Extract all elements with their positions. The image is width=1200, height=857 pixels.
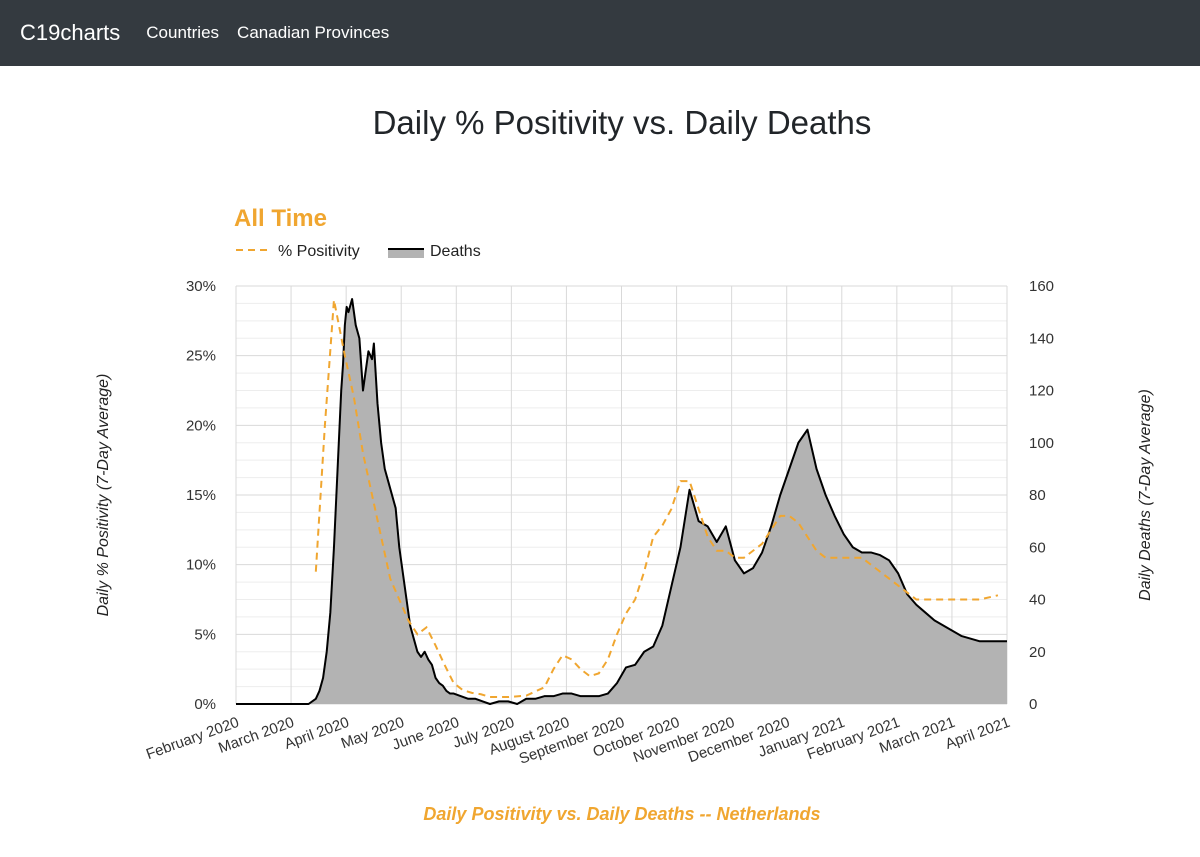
y-left-tick-label: 30% <box>186 278 216 295</box>
y-right-tick-label: 160 <box>1029 278 1054 295</box>
y-right-tick-label: 100 <box>1029 435 1054 452</box>
y-left-tick-label: 5% <box>194 626 216 643</box>
y-right-tick-label: 120 <box>1029 383 1054 400</box>
page-title: Daily % Positivity vs. Daily Deaths <box>372 104 872 141</box>
y-left-tick-label: 15% <box>186 487 216 504</box>
deaths-area <box>236 299 1007 704</box>
chart-subtitle: Daily Positivity vs. Daily Deaths -- Net… <box>423 804 820 824</box>
nav-link-canadian-provinces[interactable]: Canadian Provinces <box>237 23 390 42</box>
legend-positivity-label: % Positivity <box>278 243 360 260</box>
y-right-tick-label: 80 <box>1029 487 1046 504</box>
y-right-tick-label: 40 <box>1029 592 1046 609</box>
navbar: C19charts Countries Canadian Provinces <box>0 0 1200 66</box>
y-right-tick-label: 20 <box>1029 644 1046 661</box>
legend-deaths-label: Deaths <box>430 243 481 260</box>
legend-deaths-swatch <box>388 249 424 258</box>
y-right-axis-title: Daily Deaths (7-Day Average) <box>1137 389 1154 601</box>
y-left-tick-label: 0% <box>194 696 216 713</box>
chart-title: All Time <box>234 205 327 232</box>
y-left-tick-label: 20% <box>186 417 216 434</box>
y-left-tick-label: 10% <box>186 557 216 574</box>
positivity-line <box>314 299 999 699</box>
y-left-axis-title: Daily % Positivity (7-Day Average) <box>95 374 112 617</box>
nav-link-countries[interactable]: Countries <box>146 23 220 42</box>
y-right-tick-label: 60 <box>1029 539 1046 556</box>
deaths-line <box>236 298 1007 705</box>
y-right-tick-label: 140 <box>1029 330 1054 347</box>
y-left-tick-label: 25% <box>186 348 216 365</box>
brand-link[interactable]: C19charts <box>20 20 121 45</box>
y-right-tick-label: 0 <box>1029 696 1037 713</box>
